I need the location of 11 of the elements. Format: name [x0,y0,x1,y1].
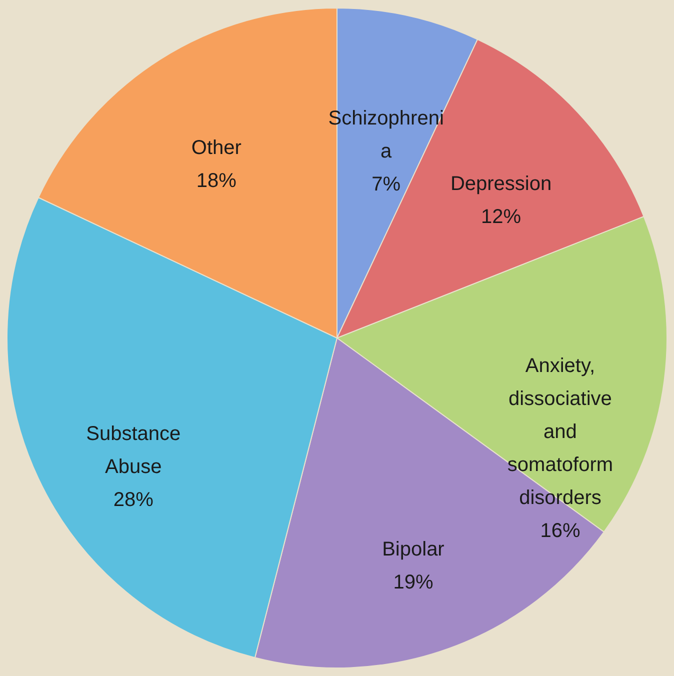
slice-label: Anxiety, dissociative and somatoform disorders [507,355,614,510]
data-label: 18% [196,170,237,192]
data-label: 28% [113,488,154,511]
slice-label: Depression [450,172,552,195]
data-label: 16% [540,520,580,542]
data-label: 7% [372,173,401,196]
slice-label: Bipolar [382,538,445,561]
data-label: 19% [393,572,434,594]
data-label: 12% [481,206,522,228]
slice-label: Other [191,137,242,160]
slice-label: Substance Abuse [86,422,181,478]
